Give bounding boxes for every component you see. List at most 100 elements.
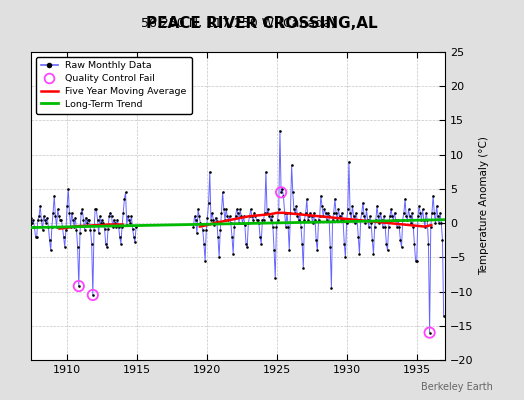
Point [311, 216, 319, 223]
Legend: Raw Monthly Data, Quality Control Fail, Five Year Moving Average, Long-Term Tren: Raw Monthly Data, Quality Control Fail, … [36, 57, 192, 114]
Point [277, 189, 285, 196]
Point [246, 206, 255, 213]
Point [52, 223, 61, 230]
Point [190, 213, 199, 220]
Point [82, 214, 90, 221]
Point [119, 210, 127, 216]
Point [365, 223, 373, 230]
Point [339, 216, 347, 223]
Point [330, 210, 338, 216]
Point [129, 234, 138, 240]
Point [74, 283, 83, 289]
Point [251, 213, 259, 220]
Point [384, 247, 392, 254]
Point [359, 199, 367, 206]
Point [244, 220, 253, 226]
Point [291, 210, 299, 216]
Point [352, 210, 360, 216]
Point [37, 216, 46, 223]
Point [260, 210, 269, 216]
Point [347, 216, 355, 223]
Point [51, 213, 60, 220]
Point [105, 213, 113, 220]
Point [196, 220, 204, 226]
Point [110, 216, 118, 223]
Point [49, 210, 57, 216]
Point [118, 223, 126, 230]
Point [355, 251, 364, 257]
Point [412, 258, 421, 264]
Point [124, 213, 132, 220]
Point [300, 216, 309, 223]
Point [62, 227, 70, 233]
Point [96, 213, 104, 220]
Point [344, 206, 352, 213]
Point [313, 247, 322, 254]
Point [264, 206, 272, 213]
Point [389, 216, 398, 223]
Point [298, 240, 307, 247]
Point [53, 206, 62, 213]
Point [29, 216, 37, 223]
Point [79, 216, 88, 223]
Point [278, 186, 287, 192]
Point [98, 216, 106, 223]
Point [245, 213, 254, 220]
Point [81, 227, 89, 233]
Point [397, 244, 406, 250]
Point [234, 210, 242, 216]
Point [266, 216, 275, 223]
Point [44, 223, 52, 230]
Point [108, 223, 117, 230]
Point [289, 189, 297, 196]
Point [411, 258, 420, 264]
Point [27, 214, 35, 221]
Point [201, 258, 209, 264]
Point [226, 220, 235, 226]
Point [350, 213, 358, 220]
Point [215, 254, 223, 260]
Point [68, 210, 76, 216]
Point [381, 223, 389, 230]
Point [335, 213, 344, 220]
Point [360, 213, 368, 220]
Point [255, 220, 263, 226]
Point [222, 206, 231, 213]
Point [106, 210, 115, 216]
Point [312, 237, 320, 244]
Point [209, 216, 217, 223]
Point [368, 237, 377, 244]
Point [59, 234, 68, 240]
Point [225, 213, 234, 220]
Point [370, 223, 379, 230]
Point [372, 216, 380, 223]
Point [346, 210, 354, 216]
Point [379, 223, 387, 230]
Point [258, 216, 267, 223]
Point [239, 213, 248, 220]
Point [373, 203, 381, 209]
Point [424, 240, 433, 247]
Point [307, 213, 315, 220]
Point [333, 216, 342, 223]
Point [63, 203, 71, 209]
Point [219, 189, 227, 196]
Point [407, 220, 415, 226]
Point [261, 168, 270, 175]
Point [314, 216, 323, 223]
Point [391, 216, 400, 223]
Point [274, 216, 282, 223]
Point [208, 210, 216, 216]
Point [340, 240, 348, 247]
Point [430, 210, 439, 216]
Point [241, 222, 249, 228]
Point [409, 223, 418, 230]
Point [377, 216, 386, 223]
Point [41, 216, 49, 223]
Point [74, 283, 83, 289]
Point [85, 216, 93, 223]
Point [337, 210, 346, 216]
Point [326, 244, 334, 250]
Point [77, 210, 85, 216]
Point [400, 210, 408, 216]
